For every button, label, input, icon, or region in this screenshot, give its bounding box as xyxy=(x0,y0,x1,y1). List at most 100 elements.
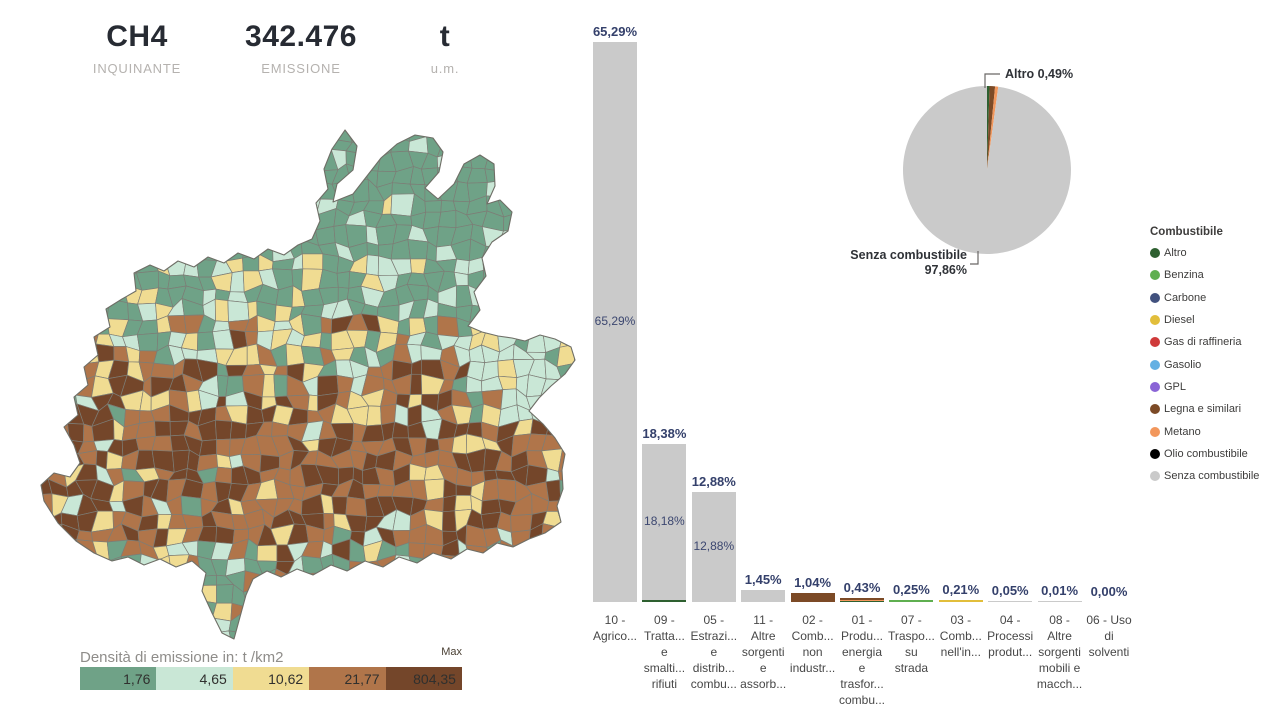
municipality-cell[interactable] xyxy=(499,584,518,608)
municipality-cell[interactable] xyxy=(227,108,245,125)
municipality-cell[interactable] xyxy=(571,586,580,605)
municipality-cell[interactable] xyxy=(274,108,292,127)
bar-segment-legna[interactable] xyxy=(790,593,835,602)
municipality-cell[interactable] xyxy=(543,553,564,576)
municipality-cell[interactable] xyxy=(555,390,575,410)
municipality-cell[interactable] xyxy=(151,435,173,452)
municipality-cell[interactable] xyxy=(300,313,322,337)
municipality-cell[interactable] xyxy=(466,127,487,138)
municipality-cell[interactable] xyxy=(395,119,410,142)
municipality-cell[interactable] xyxy=(380,403,397,426)
municipality-cell[interactable] xyxy=(394,601,415,617)
bar-segment-diesel[interactable] xyxy=(938,600,983,602)
municipality-cell[interactable] xyxy=(35,360,50,378)
municipality-cell[interactable] xyxy=(514,553,535,576)
bar-segment-legna[interactable] xyxy=(840,598,884,600)
municipality-cell[interactable] xyxy=(60,570,82,586)
municipality-cell[interactable] xyxy=(48,299,69,323)
municipality-cell[interactable] xyxy=(62,108,78,125)
municipality-cell[interactable] xyxy=(215,525,235,545)
municipality-cell[interactable] xyxy=(226,178,248,203)
municipality-cell[interactable] xyxy=(46,316,64,331)
bar-segment-senza[interactable] xyxy=(642,444,687,601)
municipality-cell[interactable] xyxy=(287,599,308,621)
municipality-cell[interactable] xyxy=(63,123,79,141)
municipality-cell[interactable] xyxy=(540,287,560,306)
municipality-cell[interactable] xyxy=(512,544,535,557)
municipality-cell[interactable] xyxy=(347,601,366,618)
municipality-cell[interactable] xyxy=(92,125,115,135)
municipality-cell[interactable] xyxy=(135,420,156,439)
municipality-cell[interactable] xyxy=(111,615,129,636)
municipality-cell[interactable] xyxy=(136,632,154,648)
municipality-cell[interactable] xyxy=(150,362,175,379)
municipality-cell[interactable] xyxy=(138,569,155,593)
municipality-cell[interactable] xyxy=(305,133,321,157)
fuel-legend-item-legna[interactable]: Legna e similari xyxy=(1150,398,1276,420)
municipality-cell[interactable] xyxy=(108,108,128,127)
municipality-cell[interactable] xyxy=(258,228,275,248)
municipality-cell[interactable] xyxy=(270,178,289,203)
bar-segment-senza[interactable] xyxy=(691,491,736,602)
municipality-cell[interactable] xyxy=(420,603,443,617)
municipality-cell[interactable] xyxy=(35,403,55,425)
municipality-cell[interactable] xyxy=(468,108,486,127)
municipality-cell[interactable] xyxy=(45,584,62,605)
municipality-cell[interactable] xyxy=(48,645,69,648)
municipality-cell[interactable] xyxy=(525,553,545,571)
municipality-cell[interactable] xyxy=(183,209,205,229)
municipality-cell[interactable] xyxy=(555,224,575,243)
municipality-cell[interactable] xyxy=(92,133,111,152)
municipality-cell[interactable] xyxy=(496,255,516,278)
municipality-cell[interactable] xyxy=(485,602,500,623)
municipality-cell[interactable] xyxy=(528,601,547,616)
municipality-cell[interactable] xyxy=(559,538,575,563)
municipality-cell[interactable] xyxy=(35,171,50,187)
municipality-cell[interactable] xyxy=(61,539,81,563)
municipality-cell[interactable] xyxy=(35,516,53,528)
municipality-cell[interactable] xyxy=(261,374,276,398)
municipality-cell[interactable] xyxy=(454,494,473,512)
municipality-cell[interactable] xyxy=(61,271,83,292)
municipality-cell[interactable] xyxy=(167,617,190,636)
municipality-cell[interactable] xyxy=(349,628,368,649)
municipality-cell[interactable] xyxy=(78,149,97,172)
municipality-cell[interactable] xyxy=(67,645,82,648)
municipality-cell[interactable] xyxy=(214,179,235,201)
municipality-cell[interactable] xyxy=(560,200,579,214)
municipality-cell[interactable] xyxy=(365,120,385,142)
municipality-cell[interactable] xyxy=(559,523,573,546)
municipality-cell[interactable] xyxy=(230,213,247,232)
municipality-cell[interactable] xyxy=(514,178,534,197)
municipality-cell[interactable] xyxy=(271,584,294,608)
municipality-cell[interactable] xyxy=(331,632,351,648)
municipality-cell[interactable] xyxy=(555,586,577,607)
municipality-cell[interactable] xyxy=(511,255,534,278)
municipality-cell[interactable] xyxy=(315,585,339,605)
municipality-cell[interactable] xyxy=(214,466,232,484)
municipality-cell[interactable] xyxy=(112,238,123,262)
municipality-cell[interactable] xyxy=(516,110,530,122)
municipality-cell[interactable] xyxy=(35,239,53,261)
municipality-cell[interactable] xyxy=(211,151,231,172)
municipality-cell[interactable] xyxy=(257,647,279,648)
municipality-cell[interactable] xyxy=(390,193,415,217)
municipality-cell[interactable] xyxy=(139,148,157,171)
municipality-cell[interactable] xyxy=(150,584,173,607)
municipality-cell[interactable] xyxy=(167,169,184,186)
bar-segment-senza[interactable] xyxy=(1037,601,1082,602)
municipality-cell[interactable] xyxy=(154,420,171,437)
municipality-cell[interactable] xyxy=(541,613,562,634)
municipality-cell[interactable] xyxy=(572,629,580,648)
municipality-cell[interactable] xyxy=(155,169,173,186)
municipality-cell[interactable] xyxy=(319,332,332,351)
municipality-cell[interactable] xyxy=(496,120,520,142)
municipality-cell[interactable] xyxy=(166,137,183,158)
municipality-cell[interactable] xyxy=(467,553,488,575)
municipality-cell[interactable] xyxy=(560,559,575,576)
municipality-cell[interactable] xyxy=(529,241,546,260)
municipality-cell[interactable] xyxy=(183,258,200,278)
municipality-cell[interactable] xyxy=(366,108,384,126)
municipality-cell[interactable] xyxy=(572,304,580,319)
municipality-cell[interactable] xyxy=(63,345,84,365)
